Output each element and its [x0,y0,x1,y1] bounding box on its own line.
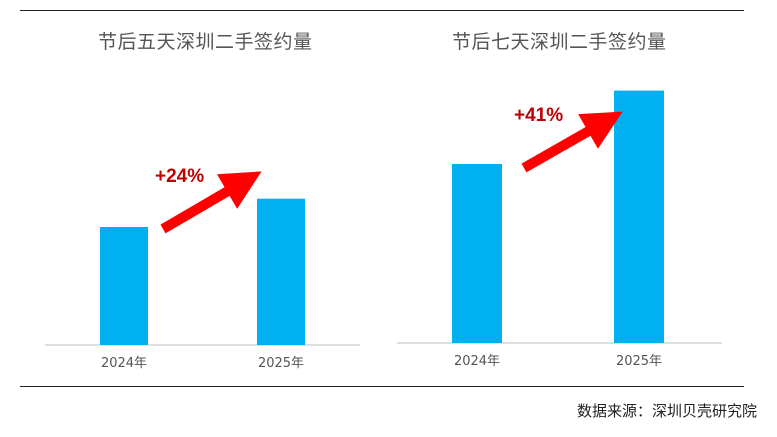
bar-2025年 [614,90,664,343]
bottom-rule [20,386,744,387]
source-note: 数据来源：深圳贝壳研究院 [576,402,757,420]
chart-right: 2024年 2025年 +41% [397,90,722,369]
x-tick-label: 2024年 [101,356,147,371]
chart-left: 2024年 2025年 +24% [45,166,360,371]
x-tick-label: 2025年 [616,354,662,369]
growth-arrow [160,171,262,234]
top-rule [20,10,744,11]
growth-arrow [521,111,623,173]
chart-title-left: 节后五天深圳二手签约量 [98,31,313,53]
bar-2025年 [257,198,305,345]
x-tick-label: 2024年 [454,354,500,369]
x-tick-label: 2025年 [258,356,304,371]
growth-label: +24% [155,166,204,187]
bar-2024年 [452,164,502,343]
growth-label: +41% [514,105,563,126]
chart-title-right: 节后七天深圳二手签约量 [452,31,667,53]
bar-2024年 [100,227,148,345]
